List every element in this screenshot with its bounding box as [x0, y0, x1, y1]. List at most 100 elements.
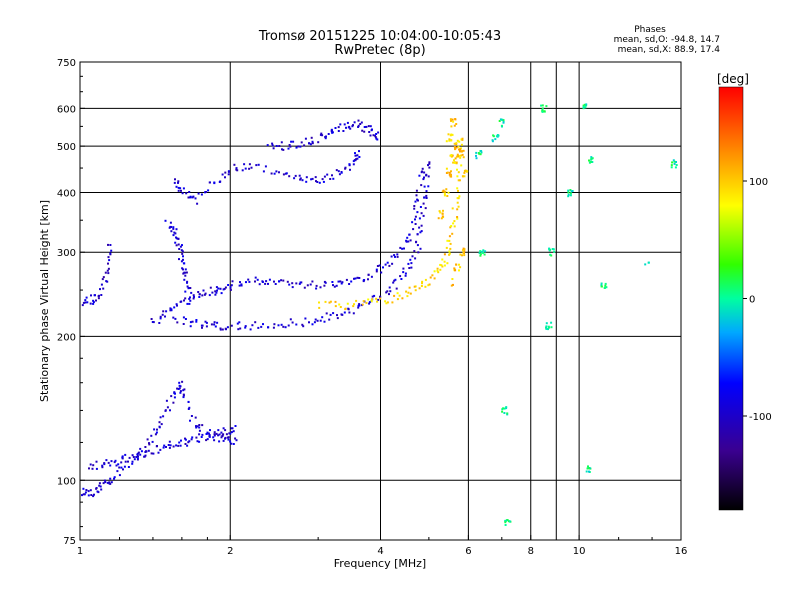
data-point — [120, 461, 123, 464]
data-point — [587, 465, 589, 468]
data-point — [164, 315, 166, 318]
data-point — [183, 262, 186, 265]
data-point — [356, 276, 359, 279]
data-point — [132, 456, 135, 458]
data-point — [545, 327, 548, 330]
data-point — [194, 197, 197, 200]
data-point — [396, 292, 399, 295]
data-point — [116, 470, 119, 473]
data-point — [353, 121, 356, 124]
data-point — [213, 431, 216, 434]
data-point — [367, 298, 370, 301]
data-point — [233, 163, 236, 166]
data-point — [121, 455, 124, 458]
data-point — [169, 409, 171, 412]
data-point — [200, 193, 203, 196]
data-point — [155, 431, 158, 434]
data-point — [332, 312, 335, 315]
data-point — [324, 137, 327, 140]
data-point — [446, 239, 449, 242]
data-point — [224, 429, 227, 432]
data-point — [450, 155, 453, 158]
data-point — [410, 266, 413, 269]
data-point — [357, 124, 360, 127]
data-point — [184, 290, 187, 293]
data-point — [441, 258, 444, 261]
data-point — [355, 158, 358, 161]
data-point — [585, 470, 588, 473]
data-point — [311, 323, 314, 326]
data-point — [173, 231, 176, 234]
data-point — [193, 295, 195, 298]
data-point — [455, 123, 458, 125]
data-point — [192, 297, 195, 300]
data-point — [482, 249, 485, 252]
data-point — [176, 304, 178, 307]
data-point — [348, 311, 351, 314]
data-point — [423, 176, 425, 179]
data-point — [423, 196, 426, 199]
data-point — [418, 174, 421, 177]
data-point — [508, 520, 511, 523]
data-point — [567, 193, 570, 196]
data-point — [234, 425, 237, 427]
data-point — [161, 313, 164, 316]
data-point — [463, 250, 466, 253]
data-point — [172, 445, 175, 448]
data-point — [172, 401, 175, 404]
data-point — [443, 264, 446, 267]
data-point — [497, 134, 500, 137]
data-point — [404, 272, 407, 275]
data-point — [567, 195, 570, 198]
data-point — [502, 119, 505, 122]
data-point — [183, 388, 186, 391]
data-point — [421, 282, 423, 285]
data-point — [466, 170, 469, 173]
data-point — [162, 446, 165, 449]
data-point — [85, 296, 88, 299]
data-point — [229, 440, 232, 443]
data-point — [156, 428, 158, 431]
data-point — [195, 436, 198, 439]
data-point — [194, 416, 197, 419]
data-point — [160, 423, 163, 426]
data-point — [244, 325, 247, 328]
y-axis-label: Stationary phase Virtual Height [km] — [38, 200, 51, 402]
data-point — [352, 305, 355, 308]
data-point — [118, 474, 121, 477]
data-point — [213, 321, 216, 324]
data-point — [456, 139, 459, 142]
data-point — [421, 170, 424, 173]
data-point — [304, 317, 307, 320]
data-point — [291, 282, 294, 285]
data-point — [224, 176, 226, 179]
data-point — [501, 410, 504, 413]
plot-area: 1 2 4 6 8 10 16 75 100 200 300 400 500 600 750 — [57, 58, 687, 557]
data-point — [475, 154, 477, 157]
data-point — [451, 207, 454, 210]
data-point — [175, 185, 178, 188]
data-point — [282, 173, 285, 176]
data-point — [174, 317, 177, 320]
data-point — [428, 161, 431, 164]
data-point — [310, 178, 313, 181]
data-point — [107, 267, 110, 270]
data-point — [463, 175, 466, 178]
data-point — [93, 294, 96, 297]
data-point — [200, 436, 203, 438]
data-point — [332, 284, 334, 287]
data-point — [208, 181, 211, 184]
data-point — [219, 180, 222, 183]
data-point — [216, 289, 218, 292]
data-point — [336, 317, 339, 320]
data-point — [455, 161, 458, 164]
data-point — [461, 249, 464, 252]
data-point — [135, 456, 138, 458]
data-point — [240, 284, 243, 287]
data-point — [84, 301, 87, 304]
data-point — [368, 302, 371, 305]
data-point — [384, 263, 387, 266]
data-point — [446, 195, 449, 197]
data-point — [219, 328, 222, 331]
data-point — [254, 321, 257, 324]
